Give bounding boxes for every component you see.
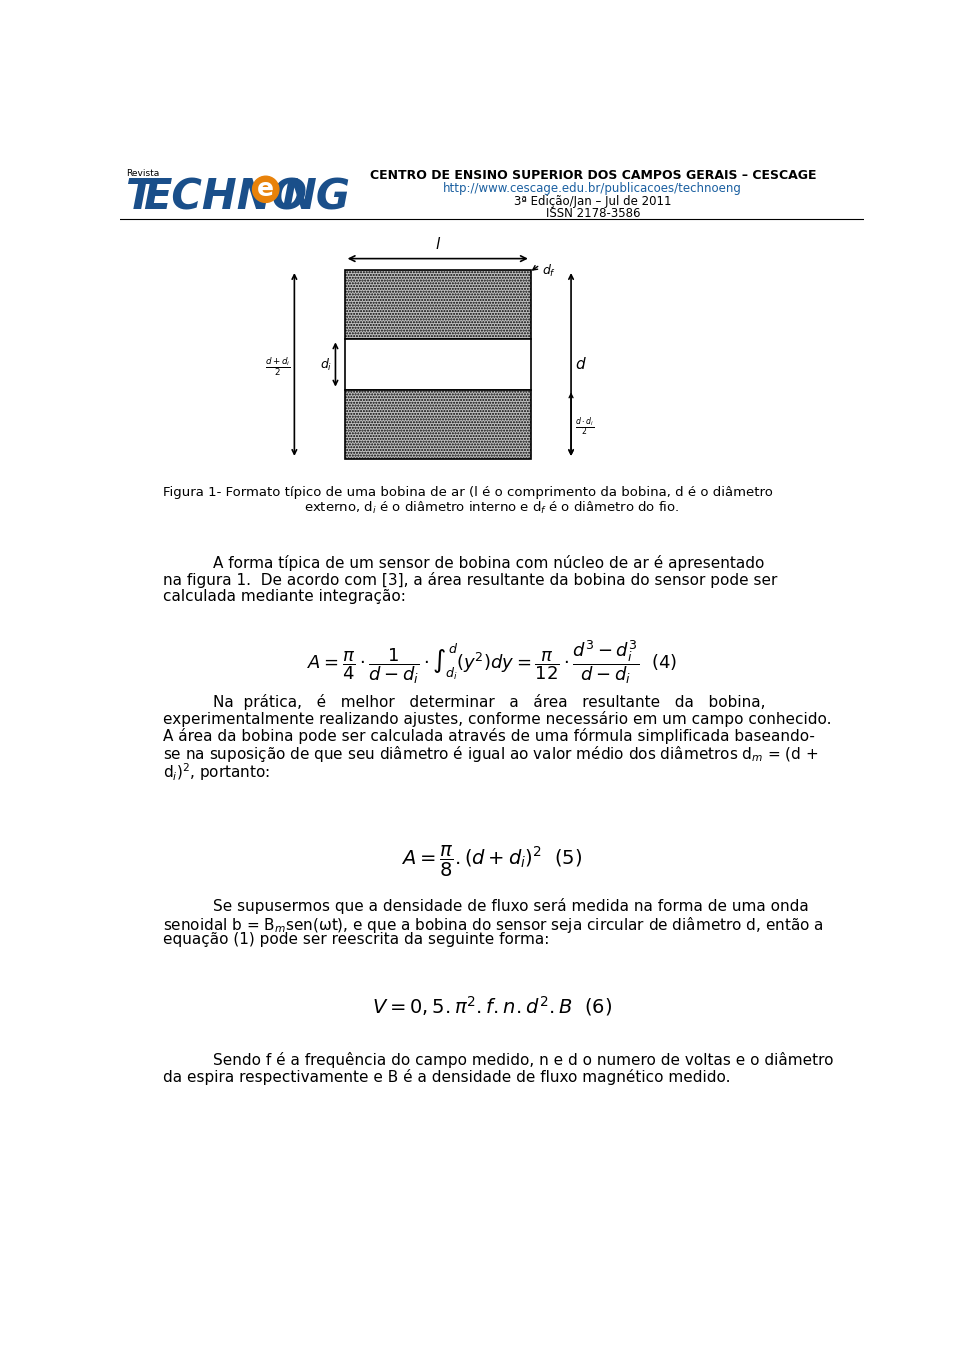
Text: $d_f$: $d_f$ — [542, 262, 557, 279]
Text: ECHNO: ECHNO — [143, 176, 307, 218]
Text: equação (1) pode ser reescrita da seguinte forma:: equação (1) pode ser reescrita da seguin… — [162, 932, 549, 947]
Text: CENTRO DE ENSINO SUPERIOR DOS CAMPOS GERAIS – CESCAGE: CENTRO DE ENSINO SUPERIOR DOS CAMPOS GER… — [370, 169, 816, 181]
Text: Revista: Revista — [126, 169, 159, 177]
Text: ISSN 2178-3586: ISSN 2178-3586 — [545, 207, 640, 221]
Text: calculada mediante integração:: calculada mediante integração: — [162, 589, 405, 603]
Text: NG: NG — [281, 176, 350, 218]
Text: da espira respectivamente e B é a densidade de fluxo magnético medido.: da espira respectivamente e B é a densid… — [162, 1069, 731, 1085]
Text: $A = \dfrac{\pi}{4} \cdot \dfrac{1}{d - d_i} \cdot \int_{d_i}^{d}(y^2)dy = \dfra: $A = \dfrac{\pi}{4} \cdot \dfrac{1}{d - … — [307, 639, 677, 686]
Text: A área da bobina pode ser calculada através de uma fórmula simplificada baseando: A área da bobina pode ser calculada atra… — [162, 728, 814, 744]
Text: d$_i$)$^2$, portanto:: d$_i$)$^2$, portanto: — [162, 762, 270, 783]
Text: se na suposição de que seu diâmetro é igual ao valor médio dos diâmetros d$_m$ =: se na suposição de que seu diâmetro é ig… — [162, 744, 818, 764]
Text: $\frac{d + d_i}{2}$: $\frac{d + d_i}{2}$ — [266, 356, 291, 377]
Text: 3ª Edição/Jan – Jul de 2011: 3ª Edição/Jan – Jul de 2011 — [514, 195, 671, 208]
Text: Na  prática,   é   melhor   determinar   a   área   resultante   da   bobina,: Na prática, é melhor determinar a área r… — [213, 694, 765, 710]
Text: senoidal b = B$_m$sen(ωt), e que a bobina do sensor seja circular de diâmetro d,: senoidal b = B$_m$sen(ωt), e que a bobin… — [162, 915, 824, 935]
Text: $\frac{d \cdot d_i}{2}$: $\frac{d \cdot d_i}{2}$ — [575, 415, 594, 438]
Text: $A = \dfrac{\pi}{8} .(d + d_i)^2$  (5): $A = \dfrac{\pi}{8} .(d + d_i)^2$ (5) — [401, 844, 583, 879]
Bar — [345, 390, 531, 459]
Text: $V = 0,5.\pi^2.f.n.d^2.B$  (6): $V = 0,5.\pi^2.f.n.d^2.B$ (6) — [372, 994, 612, 1017]
Text: A forma típica de um sensor de bobina com núcleo de ar é apresentado: A forma típica de um sensor de bobina co… — [213, 555, 764, 571]
Text: $d$: $d$ — [575, 356, 587, 372]
Text: experimentalmente realizando ajustes, conforme necessário em um campo conhecido.: experimentalmente realizando ajustes, co… — [162, 710, 831, 727]
Text: $d_i$: $d_i$ — [320, 356, 332, 372]
Text: T: T — [126, 176, 155, 218]
Bar — [345, 340, 531, 390]
Bar — [345, 271, 531, 340]
Text: Figura 1- Formato típico de uma bobina de ar (l é o comprimento da bobina, d é o: Figura 1- Formato típico de uma bobina d… — [162, 486, 773, 499]
Text: http://www.cescage.edu.br/publicacoes/technoeng: http://www.cescage.edu.br/publicacoes/te… — [444, 183, 742, 195]
Text: na figura 1.  De acordo com [3], a área resultante da bobina do sensor pode ser: na figura 1. De acordo com [3], a área r… — [162, 572, 777, 589]
Text: e: e — [257, 177, 275, 202]
Text: $l$: $l$ — [435, 237, 441, 253]
Text: Se supusermos que a densidade de fluxo será medida na forma de uma onda: Se supusermos que a densidade de fluxo s… — [213, 897, 808, 913]
Circle shape — [252, 176, 278, 203]
Text: externo, d$_i$ é o diâmetro interno e d$_f$ é o diâmetro do fio.: externo, d$_i$ é o diâmetro interno e d$… — [304, 499, 680, 515]
Text: Sendo f é a frequência do campo medido, n e d o numero de voltas e o diâmetro: Sendo f é a frequência do campo medido, … — [213, 1051, 833, 1068]
